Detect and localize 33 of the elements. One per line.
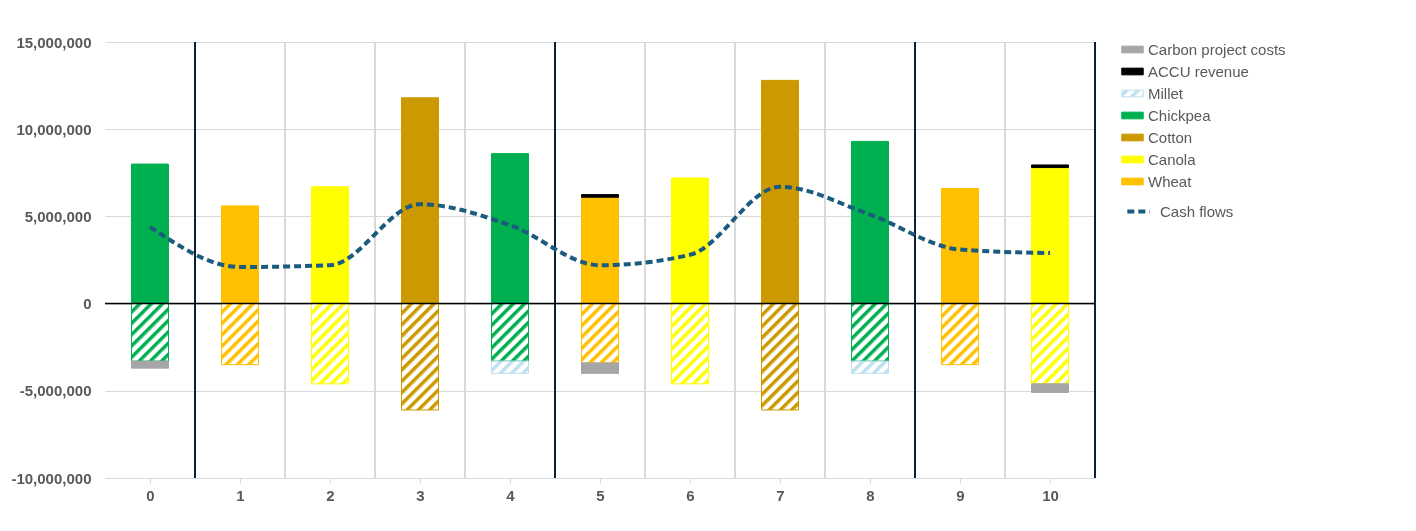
legend-label: Carbon project costs	[1148, 40, 1286, 58]
y-tick-label: 5,000,000	[24, 207, 92, 225]
legend-label: Millet	[1148, 84, 1184, 102]
x-tick-label: 4	[506, 486, 516, 504]
y-tick-label: 10,000,000	[16, 120, 92, 138]
x-tick-label: 5	[596, 486, 605, 504]
x-tick-label: 6	[686, 486, 695, 504]
x-tick-label: 1	[236, 486, 245, 504]
legend-label: Cotton	[1148, 128, 1193, 146]
line-series	[148, 184, 1052, 269]
x-tick-label: 3	[416, 486, 425, 504]
x-tick-label: 2	[326, 486, 335, 504]
y-tick-label: 0	[83, 295, 92, 313]
legend-label: ACCU revenue	[1148, 62, 1249, 80]
bar	[131, 360, 169, 369]
legend-label: Cash flows	[1160, 202, 1234, 220]
x-tick-label: 7	[776, 486, 785, 504]
x-tick-label: 8	[866, 486, 875, 504]
bar	[491, 360, 529, 374]
legend-label: Canola	[1148, 150, 1197, 168]
bar	[1031, 164, 1069, 169]
y-tick-label: -10,000,000	[11, 469, 92, 487]
bar	[851, 360, 889, 374]
x-tick-label: 9	[956, 486, 965, 504]
x-tick-label: 0	[146, 486, 155, 504]
y-tick-label: -5,000,000	[19, 382, 92, 400]
y-tick-label: 15,000,000	[16, 33, 92, 51]
legend-label: Wheat	[1148, 172, 1193, 190]
bar	[581, 362, 619, 374]
bar	[1031, 383, 1069, 394]
bar	[581, 194, 619, 198]
legend-label: Chickpea	[1148, 106, 1212, 124]
x-tick-label: 10	[1042, 486, 1059, 504]
